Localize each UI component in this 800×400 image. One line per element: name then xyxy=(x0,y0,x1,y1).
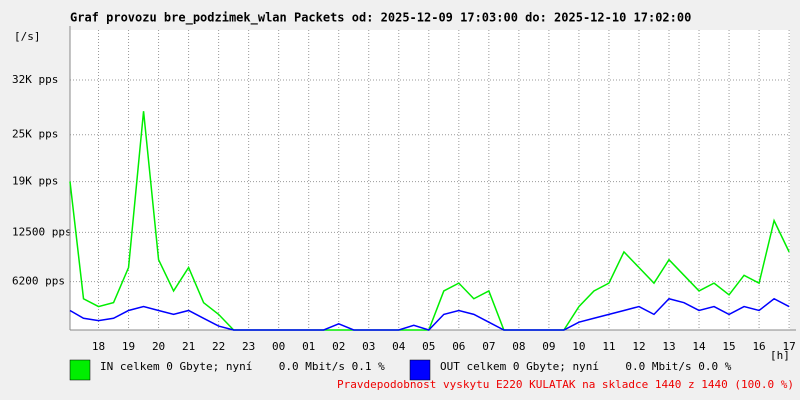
x-tick-label: 13 xyxy=(662,340,675,353)
x-tick-label: 02 xyxy=(332,340,345,353)
legend-swatch xyxy=(409,359,431,381)
chart-title: Graf provozu bre_podzimek_wlan Packets o… xyxy=(70,11,691,26)
x-tick-label: 10 xyxy=(572,340,585,353)
x-tick-label: 21 xyxy=(182,340,195,353)
y-tick-label: 25K pps xyxy=(12,128,58,141)
data-line xyxy=(69,297,790,331)
x-tick-label: 09 xyxy=(542,340,555,353)
x-tick-label: 18 xyxy=(92,340,105,353)
x-tick-label: 14 xyxy=(692,340,706,353)
x-tick-label: 12 xyxy=(632,340,645,353)
x-tick-label: 08 xyxy=(512,340,525,353)
y-axis-label: [/s] xyxy=(14,30,41,43)
y-tick-label: 19K pps xyxy=(12,175,58,188)
x-tick-label: 07 xyxy=(482,340,495,353)
x-tick-label: 04 xyxy=(392,340,406,353)
note: Pravdepodobnost vyskytu E220 KULATAK na … xyxy=(337,378,794,391)
x-tick-label: 11 xyxy=(602,340,615,353)
x-tick-label: 22 xyxy=(212,340,225,353)
x-tick-label: 00 xyxy=(272,340,285,353)
x-axis-label: [h] xyxy=(770,349,790,362)
x-tick-label: 05 xyxy=(422,340,435,353)
x-tick-label: 16 xyxy=(752,340,765,353)
x-tick-label: 20 xyxy=(152,340,165,353)
x-tick-label: 17 xyxy=(782,340,795,353)
x-tick-label: 03 xyxy=(362,340,375,353)
x-tick-label: 15 xyxy=(722,340,735,353)
x-tick-label: 01 xyxy=(302,340,315,353)
legend-label: IN celkem 0 Gbyte; nyní 0.0 Mbit/s 0.1 % xyxy=(100,360,385,373)
x-tick-label: 19 xyxy=(122,340,135,353)
legend-swatch xyxy=(69,359,91,381)
y-tick-label: 6200 pps xyxy=(12,275,65,288)
legend-label: OUT celkem 0 Gbyte; nyní 0.0 Mbit/s 0.0 … xyxy=(440,360,732,373)
x-tick-label: 23 xyxy=(242,340,255,353)
x-tick-label: 06 xyxy=(452,340,465,353)
y-tick-label: 32K pps xyxy=(12,73,58,86)
y-tick-label: 12500 pps xyxy=(12,225,72,238)
